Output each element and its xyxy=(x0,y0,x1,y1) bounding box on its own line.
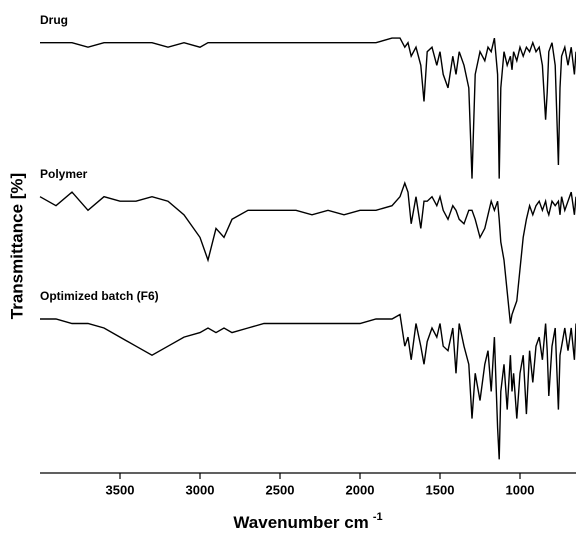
x-tick-label: 1500 xyxy=(426,482,455,497)
x-tick-label: 2500 xyxy=(266,482,295,497)
series-label: Polymer xyxy=(40,167,88,181)
spectrum-line xyxy=(40,37,576,179)
x-tick-label: 3500 xyxy=(106,482,135,497)
x-tick-label: 3000 xyxy=(186,482,215,497)
spectrum-line xyxy=(39,181,576,324)
x-axis-title-text: Wavenumber cm xyxy=(233,513,368,532)
x-axis-title-exponent: -1 xyxy=(373,511,383,523)
series-label: Drug xyxy=(40,13,68,27)
series-label: Optimized batch (F6) xyxy=(40,289,159,303)
x-tick-label: 1000 xyxy=(506,482,535,497)
y-axis-title: Transmittance [%] xyxy=(7,173,26,319)
spectrum-line xyxy=(40,313,576,460)
x-axis-title: Wavenumber cm -1 xyxy=(233,511,382,533)
x-tick-label: 2000 xyxy=(346,482,375,497)
